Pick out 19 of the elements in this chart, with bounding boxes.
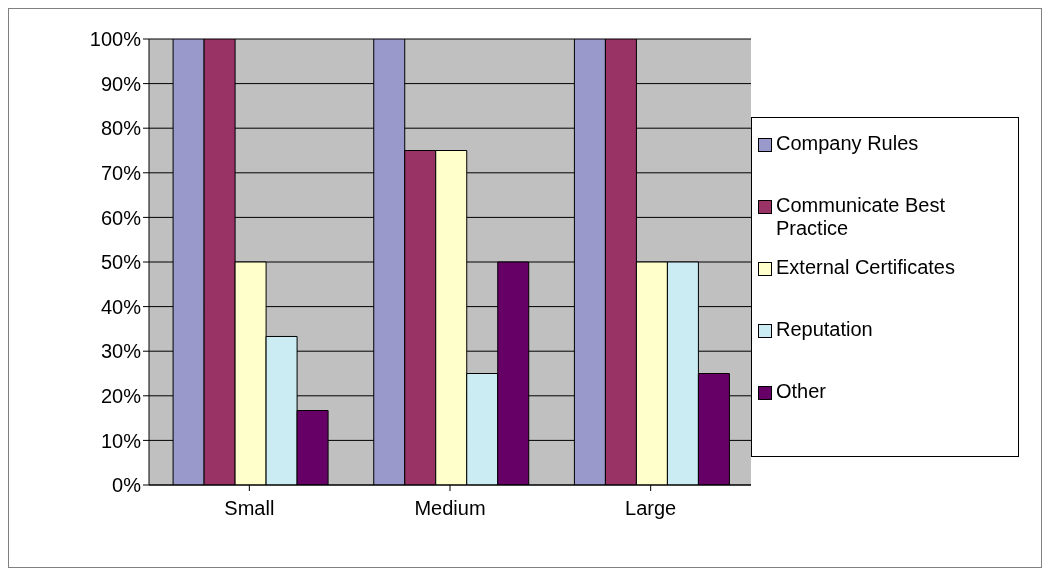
legend-label: Other [776, 380, 827, 403]
y-tick-label: 60% [100, 206, 142, 229]
x-tick-label: Medium [414, 497, 486, 520]
legend-label: Reputation [776, 318, 873, 341]
legend-label: Company Rules [776, 132, 919, 155]
y-tick-label: 90% [100, 72, 142, 95]
y-tick-label: 70% [100, 161, 142, 184]
x-tick-label: Small [224, 497, 275, 520]
y-tick-label: 100% [89, 28, 142, 51]
y-tick-label: 10% [100, 429, 142, 452]
y-tick-label: 80% [100, 117, 142, 140]
y-tick-label: 20% [100, 384, 142, 407]
y-tick-label: 50% [100, 251, 142, 274]
y-tick-label: 30% [100, 340, 142, 363]
x-tick-label: Large [625, 497, 677, 520]
y-tick-label: 40% [100, 295, 142, 318]
legend-label: Communicate Best Practice [776, 194, 946, 240]
y-tick-label: 0% [112, 474, 142, 497]
legend-label: External Certificates [776, 256, 955, 279]
